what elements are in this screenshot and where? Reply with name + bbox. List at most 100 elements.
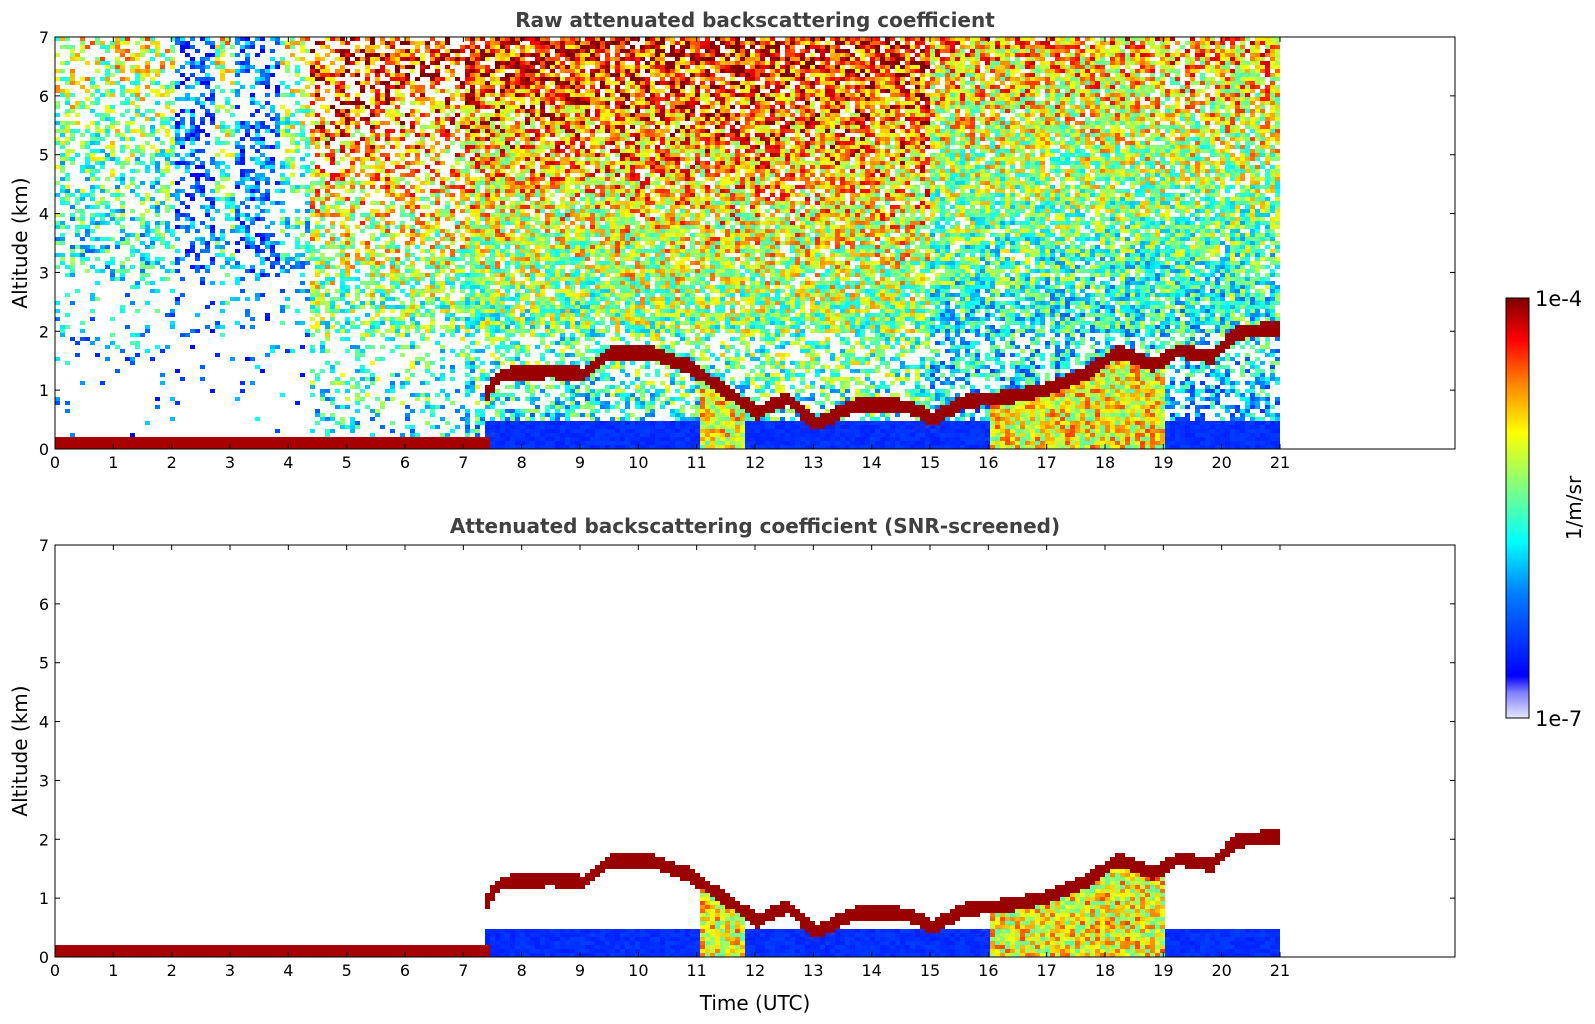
heat-cell <box>540 317 545 321</box>
heat-cell <box>535 445 540 449</box>
heat-cell <box>155 53 160 57</box>
heat-cell <box>525 161 530 165</box>
heat-cell <box>205 445 210 449</box>
heat-cell <box>480 205 485 209</box>
heat-cell <box>535 177 540 181</box>
heat-cell <box>185 193 190 197</box>
heat-cell <box>310 349 315 353</box>
heat-cell <box>280 181 285 185</box>
heat-cell <box>460 353 465 357</box>
heat-cell <box>410 313 415 317</box>
heat-cell <box>530 329 535 333</box>
heat-cell <box>325 229 330 233</box>
heat-cell <box>500 97 505 101</box>
heat-cell <box>195 125 200 129</box>
heat-cell <box>60 325 65 329</box>
heat-cell <box>535 113 540 117</box>
heat-cell <box>390 57 395 61</box>
heat-cell <box>355 141 360 145</box>
heat-cell <box>405 129 410 133</box>
heat-cell <box>540 333 545 337</box>
heat-cell <box>465 217 470 221</box>
heat-cell <box>500 257 505 261</box>
heat-cell <box>440 181 445 185</box>
heat-cell <box>335 421 340 425</box>
heat-cell <box>225 217 230 221</box>
heat-cell <box>500 377 505 381</box>
heat-cell <box>245 57 250 61</box>
heat-cell <box>265 353 270 357</box>
heat-cell <box>440 57 445 61</box>
heat-cell <box>445 193 450 197</box>
heat-cell <box>495 269 500 273</box>
heat-cell <box>275 61 280 65</box>
heat-cell <box>380 69 385 73</box>
heat-cell <box>110 73 115 77</box>
heat-cell <box>555 185 560 189</box>
heat-cell <box>420 101 425 105</box>
heat-cell <box>530 417 535 421</box>
heat-cell <box>485 105 490 109</box>
heat-cell <box>220 61 225 65</box>
heat-cell <box>555 161 560 165</box>
heat-cell <box>520 317 525 321</box>
heat-cell <box>555 105 560 109</box>
heat-cell <box>525 317 530 321</box>
heat-cell <box>70 161 75 165</box>
heat-cell <box>410 273 415 277</box>
heat-cell <box>345 233 350 237</box>
heat-cell <box>145 197 150 201</box>
heat-cell <box>455 157 460 161</box>
heat-cell <box>220 237 225 241</box>
heat-cell <box>395 161 400 165</box>
heat-cell <box>320 321 325 325</box>
heat-cell <box>510 409 515 413</box>
heat-cell <box>475 125 480 129</box>
heat-cell <box>430 49 435 53</box>
heat-cell <box>455 57 460 61</box>
heat-cell <box>425 153 430 157</box>
heat-cell <box>385 233 390 237</box>
heat-cell <box>310 281 315 285</box>
heat-cell <box>185 253 190 257</box>
heat-cell <box>415 281 420 285</box>
heat-cell <box>120 217 125 221</box>
heat-cell <box>285 261 290 265</box>
heat-cell <box>315 97 320 101</box>
heat-cell <box>560 77 565 81</box>
heat-cell <box>555 221 560 225</box>
heat-cell <box>160 189 165 193</box>
heat-cell <box>145 301 150 305</box>
heat-cell <box>435 161 440 165</box>
heat-cell <box>60 241 65 245</box>
heat-cell <box>70 253 75 257</box>
heat-cell <box>155 81 160 85</box>
heat-cell <box>310 305 315 309</box>
heat-cell <box>475 189 480 193</box>
heat-cell <box>430 261 435 265</box>
heat-cell <box>305 201 310 205</box>
heat-cell <box>435 305 440 309</box>
heat-cell <box>190 133 195 137</box>
heat-cell <box>130 177 135 181</box>
heat-cell <box>335 361 340 365</box>
heat-cell <box>480 69 485 73</box>
heat-cell <box>310 101 315 105</box>
heat-cell <box>260 293 265 297</box>
heat-cell <box>505 197 510 201</box>
heat-cell <box>370 133 375 137</box>
heat-cell <box>330 81 335 85</box>
heat-cell <box>260 257 265 261</box>
heat-cell <box>260 121 265 125</box>
heat-cell <box>530 277 535 281</box>
heat-cell <box>520 69 525 73</box>
heat-cell <box>355 357 360 361</box>
heat-cell <box>560 61 565 65</box>
heat-cell <box>70 337 75 341</box>
heat-cell <box>530 69 535 73</box>
heat-cell <box>225 213 230 217</box>
heat-cell <box>545 133 550 137</box>
heat-cell <box>220 441 225 445</box>
heat-cell <box>120 445 125 449</box>
heat-cell <box>500 61 505 65</box>
